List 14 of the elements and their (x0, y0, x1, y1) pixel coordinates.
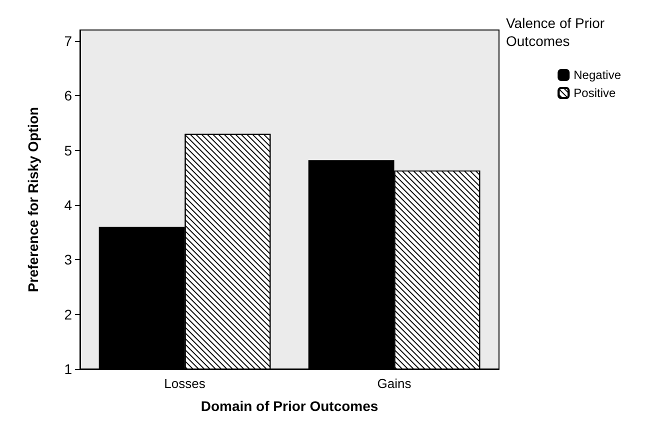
legend-label: Negative (574, 68, 622, 82)
y-tick-label: 4 (64, 196, 72, 213)
legend-title: Valence of Prior Outcomes (506, 15, 605, 49)
y-tick-label: 7 (64, 32, 72, 49)
y-tick-label: 1 (64, 361, 72, 377)
y-axis-title: Preference for Risky Option (25, 106, 41, 292)
y-tick-label: 5 (64, 142, 72, 158)
x-axis-title: Domain of Prior Outcomes (200, 398, 378, 414)
x-tick-label: Gains (377, 376, 412, 391)
y-tick-label: 3 (64, 252, 72, 268)
y-tick-label: 2 (64, 306, 72, 322)
x-tick-label: Losses (164, 376, 206, 391)
legend-label: Positive (574, 86, 616, 100)
y-tick-label: 6 (64, 88, 72, 104)
